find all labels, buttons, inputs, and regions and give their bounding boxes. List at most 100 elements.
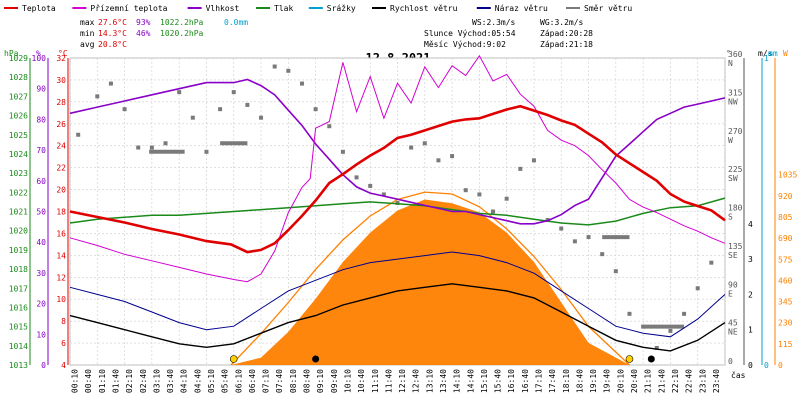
x-tick: 06:10 <box>234 369 243 393</box>
wind-direction-point <box>163 141 168 146</box>
x-tick: 08:40 <box>303 369 312 393</box>
x-tick: 18:40 <box>575 369 584 393</box>
legend-label-0: Teplota <box>22 4 56 13</box>
tick-humidity: 60 <box>36 177 46 186</box>
tick-direction: 90 <box>728 280 738 289</box>
x-tick: 15:10 <box>480 369 489 393</box>
pressure-line <box>69 197 726 226</box>
tick-pressure: 1018 <box>9 265 28 274</box>
tick-pressure: 1027 <box>9 92 28 101</box>
tick-temperature: 26 <box>56 120 66 129</box>
stat-max-temp: 27.6°C <box>98 18 127 27</box>
tick-direction: 315 <box>728 88 743 97</box>
axis-label-direction: ° <box>726 49 731 58</box>
tick-direction-name: NW <box>728 97 738 106</box>
tick-temperature: 22 <box>56 164 66 173</box>
tick-pressure: 1029 <box>9 54 28 63</box>
x-tick: 02:40 <box>139 369 148 393</box>
wind-direction-point <box>627 311 632 316</box>
tick-direction-name: E <box>728 289 733 298</box>
wind-direction-point <box>491 209 496 214</box>
wind-direction-point <box>272 64 277 69</box>
wind-direction-point <box>572 239 577 244</box>
temperature-line <box>69 104 726 254</box>
x-tick: 17:40 <box>548 369 557 393</box>
wind-direction-point <box>259 115 264 120</box>
tick-direction-name: SW <box>728 174 738 183</box>
x-tick: 14:10 <box>453 369 462 393</box>
tick-pressure: 1014 <box>9 342 28 351</box>
wind-direction-point <box>136 145 141 150</box>
sun-rise: Slunce Východ:05:54 <box>424 29 516 38</box>
wind-direction-point <box>177 90 182 95</box>
tick-temperature: 14 <box>56 251 66 260</box>
tick-pressure: 1021 <box>9 208 28 217</box>
stat-avg-label: avg <box>80 40 95 49</box>
wind-direction-point <box>340 149 345 154</box>
wind-gust-line <box>69 251 726 338</box>
x-tick: 05:10 <box>207 369 216 393</box>
wind-direction-point <box>463 188 468 193</box>
wind-direction-point <box>477 192 482 197</box>
x-tick: 23:10 <box>698 369 707 393</box>
legend-label-1: Přízemní teplota <box>90 4 167 13</box>
stat-max-hum: 93% <box>136 18 151 27</box>
wind-direction-point <box>682 311 687 316</box>
wind-direction-point <box>327 124 332 129</box>
x-tick: 02:10 <box>125 369 134 393</box>
moon-marker <box>647 355 655 363</box>
x-tick: 17:10 <box>535 369 544 393</box>
wind-direction-point <box>95 94 100 99</box>
wind-wg: WG:3.2m/s <box>540 18 584 27</box>
wind-direction-point <box>450 154 455 159</box>
stat-avg-temp: 20.8°C <box>98 40 127 49</box>
x-tick: 01:10 <box>98 369 107 393</box>
x-tick: 21:10 <box>644 369 653 393</box>
wind-direction-point <box>299 81 304 86</box>
tick-pressure: 1020 <box>9 227 28 236</box>
stat-min-label: min <box>80 29 95 38</box>
wind-direction-point <box>586 235 591 240</box>
stat-min-hum: 46% <box>136 29 151 38</box>
tick-temperature: 18 <box>56 208 66 217</box>
x-tick: 22:40 <box>685 369 694 393</box>
wind-direction-point <box>504 196 509 201</box>
x-tick: 00:10 <box>71 369 80 393</box>
tick-pressure: 1028 <box>9 73 28 82</box>
x-tick: 21:40 <box>657 369 666 393</box>
tick-pressure: 1026 <box>9 112 28 121</box>
tick-direction: 0 <box>728 357 733 366</box>
tick-solar: 230 <box>778 319 793 328</box>
tick-direction-name: NE <box>728 328 738 337</box>
axis-label-temperature: °C <box>58 49 68 58</box>
x-tick: 09:10 <box>316 369 325 393</box>
tick-temperature: 6 <box>61 339 66 348</box>
x-tick: 07:10 <box>262 369 271 393</box>
tick-rain: 0 <box>764 361 769 370</box>
wind-direction-point <box>218 107 223 112</box>
axis-label-rain: mm <box>768 49 778 58</box>
tick-rain: 1 <box>764 54 769 63</box>
tick-temperature: 16 <box>56 229 66 238</box>
tick-solar: 805 <box>778 213 793 222</box>
tick-pressure: 1016 <box>9 303 28 312</box>
x-tick: 09:40 <box>330 369 339 393</box>
wind-direction-point <box>204 149 209 154</box>
wind-direction-point <box>436 158 441 163</box>
moon-marker <box>312 355 320 363</box>
x-tick: 12:40 <box>412 369 421 393</box>
legend-label-6: Náraz větru <box>495 4 548 13</box>
tick-direction: 135 <box>728 242 743 251</box>
wind-direction-point <box>422 141 427 146</box>
solar-area <box>231 199 630 365</box>
wind-direction-point <box>108 81 113 86</box>
tick-humidity: 30 <box>36 269 46 278</box>
tick-temperature: 30 <box>56 76 66 85</box>
tick-pressure: 1017 <box>9 284 28 293</box>
wind-direction-point <box>313 107 318 112</box>
ground-temp-line <box>69 54 726 283</box>
x-tick: 04:40 <box>193 369 202 393</box>
stat-max-label: max <box>80 18 95 27</box>
x-tick: 04:10 <box>180 369 189 393</box>
